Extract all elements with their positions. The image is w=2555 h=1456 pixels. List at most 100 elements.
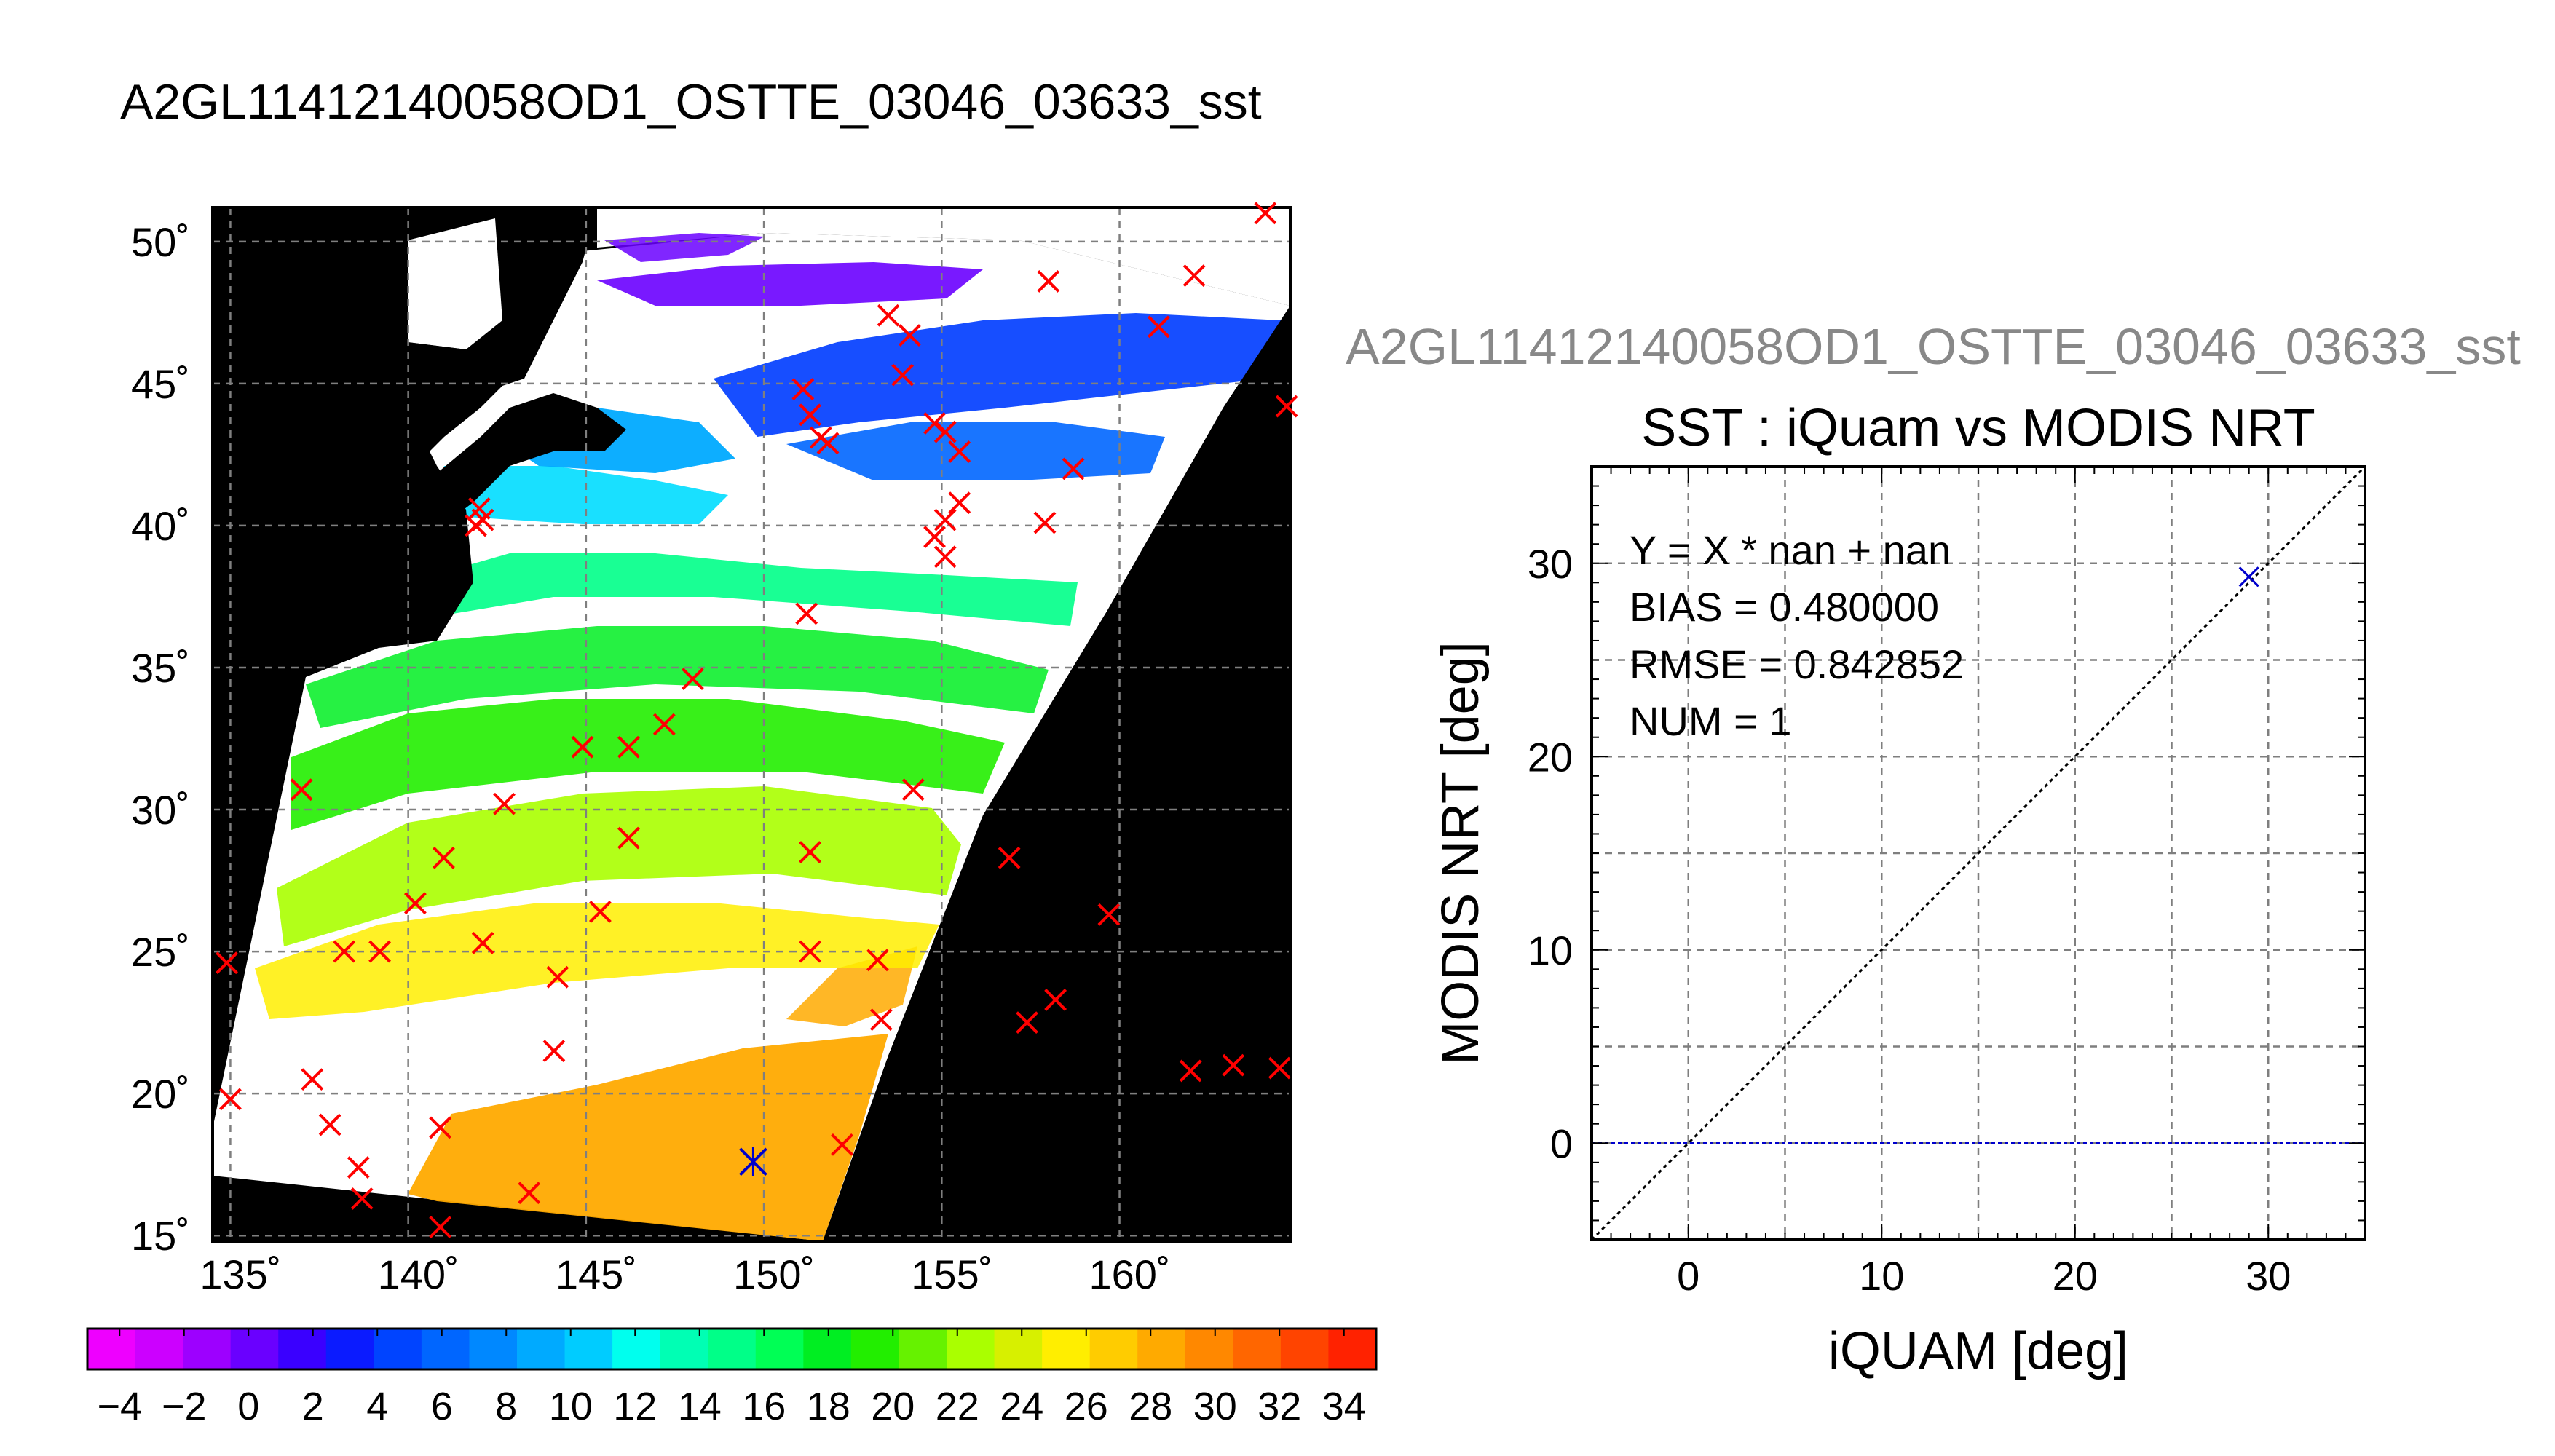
colorbar-cell [278, 1329, 327, 1369]
colorbar-cell [183, 1329, 232, 1369]
colorbar-tick-label: 18 [807, 1385, 850, 1428]
station-marker [923, 526, 946, 548]
swath-band-yellowgreen [277, 786, 961, 946]
map-grid [213, 207, 1290, 1241]
map-ytick-label: 40˚ [131, 503, 190, 549]
station-marker [518, 1182, 541, 1205]
station-marker [1147, 315, 1170, 339]
station-marker [1275, 395, 1298, 418]
colorbar-cell [850, 1329, 900, 1369]
colorbar: −4 −2 0 2 4 6 8 10 12 14 16 18 20 22 24 26 28 30 32 34 [86, 1327, 1378, 1428]
colorbar-cell [708, 1329, 757, 1369]
station-marker [368, 940, 391, 963]
colorbar-cell [564, 1329, 614, 1369]
scatter-point [2238, 566, 2259, 587]
station-marker [546, 965, 569, 989]
land-hokkaido-core [371, 335, 510, 466]
station-marker [901, 778, 925, 802]
station-marker [347, 1156, 370, 1179]
map-station-markers [216, 202, 1298, 1238]
colorbar-tick-label: 12 [613, 1385, 657, 1428]
station-marker [816, 432, 840, 455]
swath-band-cyangreen [408, 553, 1078, 626]
colorbar-tick-label: 24 [1000, 1385, 1043, 1428]
land-left-coast [213, 207, 408, 539]
station-marker [1033, 511, 1057, 534]
station-marker [219, 1088, 242, 1111]
scatter-ytick-label: 0 [1550, 1120, 1573, 1166]
scatter-subtitle: A2GL11412140058OD1_OSTTE_03046_03633_sst [1346, 318, 2521, 375]
map-xtick-label: 135˚ [200, 1251, 281, 1297]
colorbar-tick-label: 4 [366, 1385, 388, 1428]
colorbar-tick-label: 14 [678, 1385, 722, 1428]
colorbar-tick-label: 28 [1129, 1385, 1172, 1428]
scatter-reference-lines [1592, 467, 2365, 1240]
colorbar-cell [1137, 1329, 1186, 1369]
land-sakhalin [502, 207, 597, 386]
colorbar-cell [755, 1329, 805, 1369]
colorbar-cell [612, 1329, 661, 1369]
colorbar-cell [325, 1329, 375, 1369]
scatter-ytick-label: 20 [1528, 734, 1573, 780]
colorbar-cell [803, 1329, 852, 1369]
swath-band-green2 [306, 626, 1049, 728]
station-marker [791, 378, 815, 401]
scatter-panel: A2GL11412140058OD1_OSTTE_03046_03633_sst… [1346, 318, 2521, 1380]
station-marker [433, 846, 455, 869]
map-ytick-label: 35˚ [131, 645, 190, 691]
station-marker [318, 1113, 341, 1136]
station-marker [471, 931, 494, 954]
station-marker [1037, 270, 1060, 293]
colorbar-tick-label: 20 [871, 1385, 915, 1428]
station-marker [290, 778, 313, 802]
map-ytick-label: 20˚ [131, 1071, 190, 1117]
scatter-ytick-label: 30 [1528, 541, 1573, 587]
station-marker [795, 602, 818, 625]
colorbar-cell [517, 1329, 566, 1369]
station-marker [866, 949, 889, 972]
colorbar-cell [87, 1329, 136, 1369]
station-marker [1062, 457, 1085, 480]
colorbar-cell [230, 1329, 280, 1369]
swath-band-cyan [437, 466, 728, 524]
station-marker [799, 403, 822, 427]
colorbar-cell [1280, 1329, 1330, 1369]
station-marker [1044, 988, 1067, 1011]
colorbar-tick-label: 26 [1065, 1385, 1108, 1428]
scatter-stats: Y = X * nan + nan BIAS = 0.480000 RMSE =… [1630, 527, 1964, 744]
colorbar-cell [374, 1329, 422, 1369]
station-marker [429, 1116, 452, 1139]
colorbar-cell [994, 1329, 1043, 1369]
colorbar-cell [1042, 1329, 1091, 1369]
station-marker [799, 841, 822, 863]
colorbar-tick-label: 8 [495, 1385, 517, 1428]
station-marker [404, 892, 427, 915]
colorbar-tick-label: −2 [162, 1385, 207, 1428]
matched-station-marker [739, 1147, 767, 1176]
stats-bias: BIAS = 0.480000 [1630, 584, 1939, 630]
station-marker [216, 951, 238, 975]
station-marker [1254, 202, 1277, 225]
land-hokkaido [328, 393, 626, 612]
station-marker [998, 846, 1021, 869]
station-marker [333, 940, 356, 963]
map-frame [211, 206, 1292, 1243]
swath-band-yellow [255, 903, 939, 1019]
colorbar-cell [1233, 1329, 1282, 1369]
station-marker [681, 668, 704, 690]
scatter-points [2238, 566, 2259, 587]
colorbar-cell [1089, 1329, 1139, 1369]
scatter-tick-labels: 0 10 20 30 0 10 20 30 [1528, 541, 2291, 1299]
map-ytick-label: 45˚ [131, 361, 190, 407]
station-marker [869, 1008, 893, 1032]
station-marker [831, 1133, 853, 1156]
colorbar-tick-labels: −4 −2 0 2 4 6 8 10 12 14 16 18 20 22 24 26 28 30 32 34 [97, 1329, 1366, 1428]
swath-band-orange [408, 1034, 888, 1241]
scatter-xtick-label: 20 [2053, 1253, 2098, 1299]
stats-num: NUM = 1 [1630, 698, 1792, 744]
swath-band-violet [597, 262, 983, 306]
stats-rmse: RMSE = 0.842852 [1630, 641, 1964, 687]
station-marker [617, 826, 640, 850]
one-to-one-line [1592, 467, 2365, 1240]
